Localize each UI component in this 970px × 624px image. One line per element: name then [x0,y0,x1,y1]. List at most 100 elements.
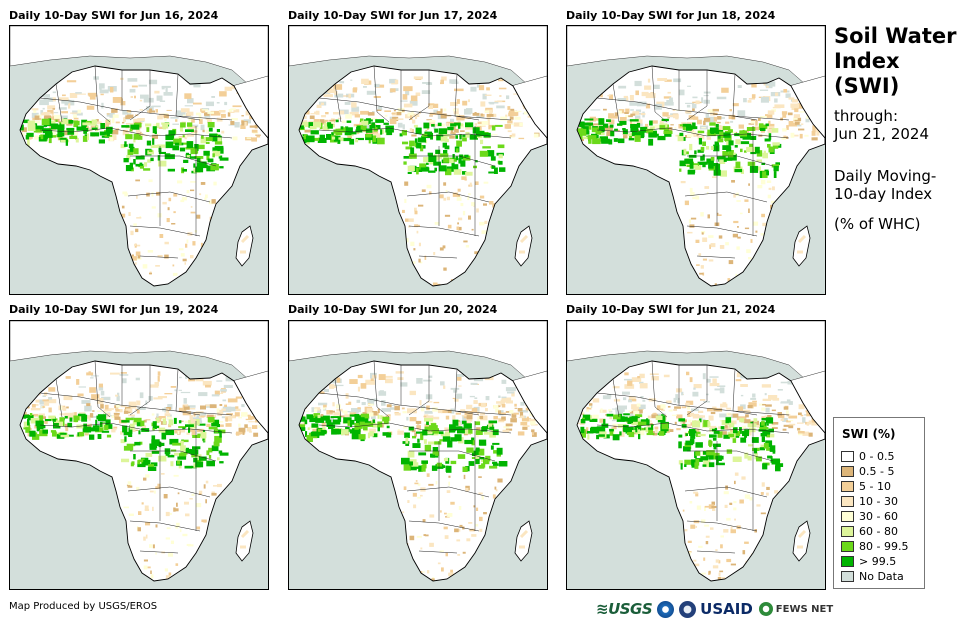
swi-cell [471,440,475,446]
swi-cell [697,130,705,134]
swi-cell [581,126,589,132]
swi-cell [68,102,71,109]
swi-cell [780,401,788,403]
swi-cell [489,221,493,225]
swi-cell [402,94,408,100]
swi-cell [501,416,506,421]
swi-cell [476,432,479,438]
swi-cell [104,425,109,431]
swi-cell [474,251,479,255]
swi-map-panel[interactable] [566,25,826,295]
swi-cell [184,93,192,99]
swi-cell [241,115,244,117]
swi-cell [126,408,133,413]
swi-cell [206,155,210,161]
swi-cell [511,413,517,418]
swi-cell [429,115,433,117]
swi-cell [111,118,115,124]
swi-cell [216,117,223,122]
swi-cell [749,132,753,136]
swi-cell [103,409,111,412]
swi-cell [379,390,384,394]
swi-cell [306,435,313,442]
swi-cell [87,92,97,96]
swi-cell [320,102,324,105]
swi-map-panel[interactable] [288,25,548,295]
title-block: Soil Water Index (SWI) through: Jun 21, … [834,24,970,233]
swi-cell [458,217,463,221]
swi-cell [677,134,684,142]
swi-cell [708,439,712,443]
swi-cell [581,124,589,128]
swi-cell [737,110,746,116]
swi-cell [255,419,259,423]
swi-cell [224,86,232,91]
swi-cell [607,94,611,97]
swi-cell [177,180,183,184]
swi-cell [689,579,693,581]
swi-cell [377,137,385,145]
swi-cell [456,393,463,399]
swi-cell [478,492,483,495]
swi-cell [751,405,754,409]
country-border [596,97,790,121]
swi-cell [630,410,635,414]
swi-cell [806,422,810,426]
swi-cell [194,144,199,151]
swi-cell [802,431,809,436]
swi-cell [76,93,86,95]
swi-cell [252,425,258,429]
swi-cell [423,415,427,418]
swi-cell [123,431,130,436]
swi-cell [230,121,235,125]
swi-cell [186,190,190,194]
swi-cell [458,422,461,427]
swi-cell [780,117,783,121]
swi-cell [172,123,179,125]
swi-cell [361,78,369,84]
swi-cell [35,420,44,427]
swi-cell [751,83,757,88]
swi-cell [493,405,499,409]
swi-cell [681,391,684,396]
swi-cell [427,570,430,574]
swi-cell [531,432,534,436]
swi-cell [345,403,349,405]
swi-cell [671,414,677,416]
swi-cell [213,441,220,447]
swi-cell [37,414,40,418]
swi-cell [103,412,111,417]
swi-cell [481,426,488,432]
swi-cell [397,377,404,380]
swi-cell [678,460,683,465]
swi-map-panel[interactable] [9,320,269,590]
country-border [318,422,512,434]
swi-cell [100,93,104,96]
swi-cell [612,434,620,441]
swi-cell [179,142,188,145]
swi-cell [695,450,701,456]
swi-cell [703,460,710,468]
swi-cell [688,169,696,173]
swi-cell [416,378,423,384]
swi-cell [788,415,798,419]
swi-cell [700,161,708,165]
swi-map-panel[interactable] [288,320,548,590]
swi-cell [466,418,473,422]
swi-cell [108,408,114,410]
swi-cell [585,409,590,412]
swi-cell [739,427,742,434]
swi-map-panel[interactable] [566,320,826,590]
swi-cell [478,258,481,261]
swi-cell [89,434,95,440]
swi-map-panel[interactable] [9,25,269,295]
africa-landmass [577,361,825,581]
swi-cell [337,416,342,422]
swi-cell [386,404,392,408]
swi-cell [214,435,222,443]
swi-cell [608,409,612,412]
swi-cell [109,137,114,142]
swi-cell [182,169,187,172]
swi-cell [201,108,210,111]
swi-cell [628,396,636,399]
